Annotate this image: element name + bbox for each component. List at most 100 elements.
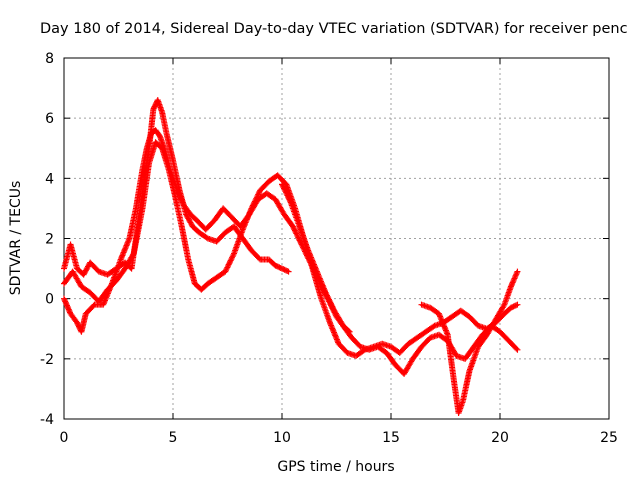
data-point (293, 231, 300, 238)
y-tick-label: 6 (45, 111, 54, 127)
data-point (203, 234, 210, 241)
data-point (329, 304, 336, 311)
data-point (328, 302, 335, 309)
data-point (280, 266, 287, 273)
data-point (514, 346, 521, 353)
data-point (230, 251, 237, 258)
data-point (253, 195, 260, 202)
data-point (228, 256, 235, 263)
data-point (323, 292, 330, 299)
data-point (285, 193, 292, 200)
data-point (326, 297, 333, 304)
data-point (291, 226, 298, 233)
data-point (222, 267, 229, 274)
data-point (285, 268, 292, 275)
data-point (500, 303, 507, 310)
x-tick-label: 20 (491, 430, 509, 446)
data-point (291, 227, 298, 234)
data-point (514, 268, 521, 275)
x-tick-label: 25 (600, 430, 618, 446)
data-point (286, 196, 293, 203)
data-point (327, 299, 334, 306)
data-point (223, 265, 230, 272)
data-point (277, 264, 284, 271)
data-point (282, 267, 289, 274)
data-point (294, 233, 301, 240)
data-series (61, 97, 521, 416)
data-point (513, 302, 520, 309)
series-track-5 (418, 268, 521, 416)
data-point (222, 268, 229, 275)
data-point (283, 191, 290, 198)
data-point (225, 263, 232, 270)
data-point (253, 194, 260, 201)
chart-title: Day 180 of 2014, Sidereal Day-to-day VTE… (40, 21, 628, 37)
data-point (322, 289, 329, 296)
data-point (279, 181, 285, 188)
data-point (249, 204, 256, 211)
axis-ticks: 0 5 10 15 20 25 -4 -2 0 2 4 6 8 (40, 51, 618, 446)
x-tick-label: 10 (273, 430, 291, 446)
x-tick-label: 15 (382, 430, 400, 446)
data-point (273, 263, 280, 270)
data-point (280, 184, 287, 191)
data-point (281, 186, 288, 193)
y-tick-label: -4 (40, 412, 54, 428)
data-point (285, 195, 292, 202)
data-point (325, 295, 332, 302)
data-point (287, 198, 294, 205)
data-point (292, 229, 299, 236)
data-point (507, 304, 514, 311)
data-point (251, 198, 258, 205)
data-point (227, 257, 234, 264)
data-point (255, 190, 262, 197)
data-point (323, 291, 330, 298)
data-point (324, 293, 331, 300)
data-point (513, 345, 520, 352)
y-axis-label: SDTVAR / TECUs (8, 181, 24, 296)
data-point (227, 258, 234, 265)
x-tick-label: 0 (60, 430, 69, 446)
data-point (279, 265, 285, 272)
data-point (293, 230, 300, 237)
data-point (224, 264, 231, 271)
data-point (284, 192, 291, 199)
data-point (276, 264, 283, 271)
data-point (325, 296, 332, 303)
y-tick-label: 4 (45, 171, 54, 187)
data-point (229, 253, 236, 260)
data-point (283, 189, 290, 196)
data-point (430, 323, 437, 330)
data-point (255, 191, 262, 198)
data-point (329, 303, 336, 310)
data-point (272, 262, 279, 269)
data-point (226, 260, 233, 267)
data-point (250, 201, 257, 208)
data-point (514, 301, 521, 308)
data-point (509, 304, 516, 311)
x-axis-label: GPS time / hours (277, 459, 394, 475)
y-tick-label: 0 (45, 292, 54, 308)
data-point (252, 197, 259, 204)
series-track-4 (279, 181, 521, 377)
data-point (275, 263, 282, 270)
data-point (229, 254, 236, 261)
y-tick-label: 8 (45, 51, 54, 67)
y-tick-label: -2 (40, 352, 54, 368)
data-point (511, 302, 518, 309)
data-point (284, 267, 291, 274)
data-point (279, 182, 286, 189)
data-point (129, 251, 136, 258)
data-point (254, 192, 261, 199)
y-tick-label: 2 (45, 232, 54, 248)
data-point (289, 223, 296, 230)
data-point (251, 199, 258, 206)
data-point (290, 224, 297, 231)
data-point (510, 303, 517, 310)
data-point (282, 188, 289, 195)
data-point (249, 202, 256, 209)
data-point (281, 266, 288, 273)
data-point (225, 261, 232, 268)
